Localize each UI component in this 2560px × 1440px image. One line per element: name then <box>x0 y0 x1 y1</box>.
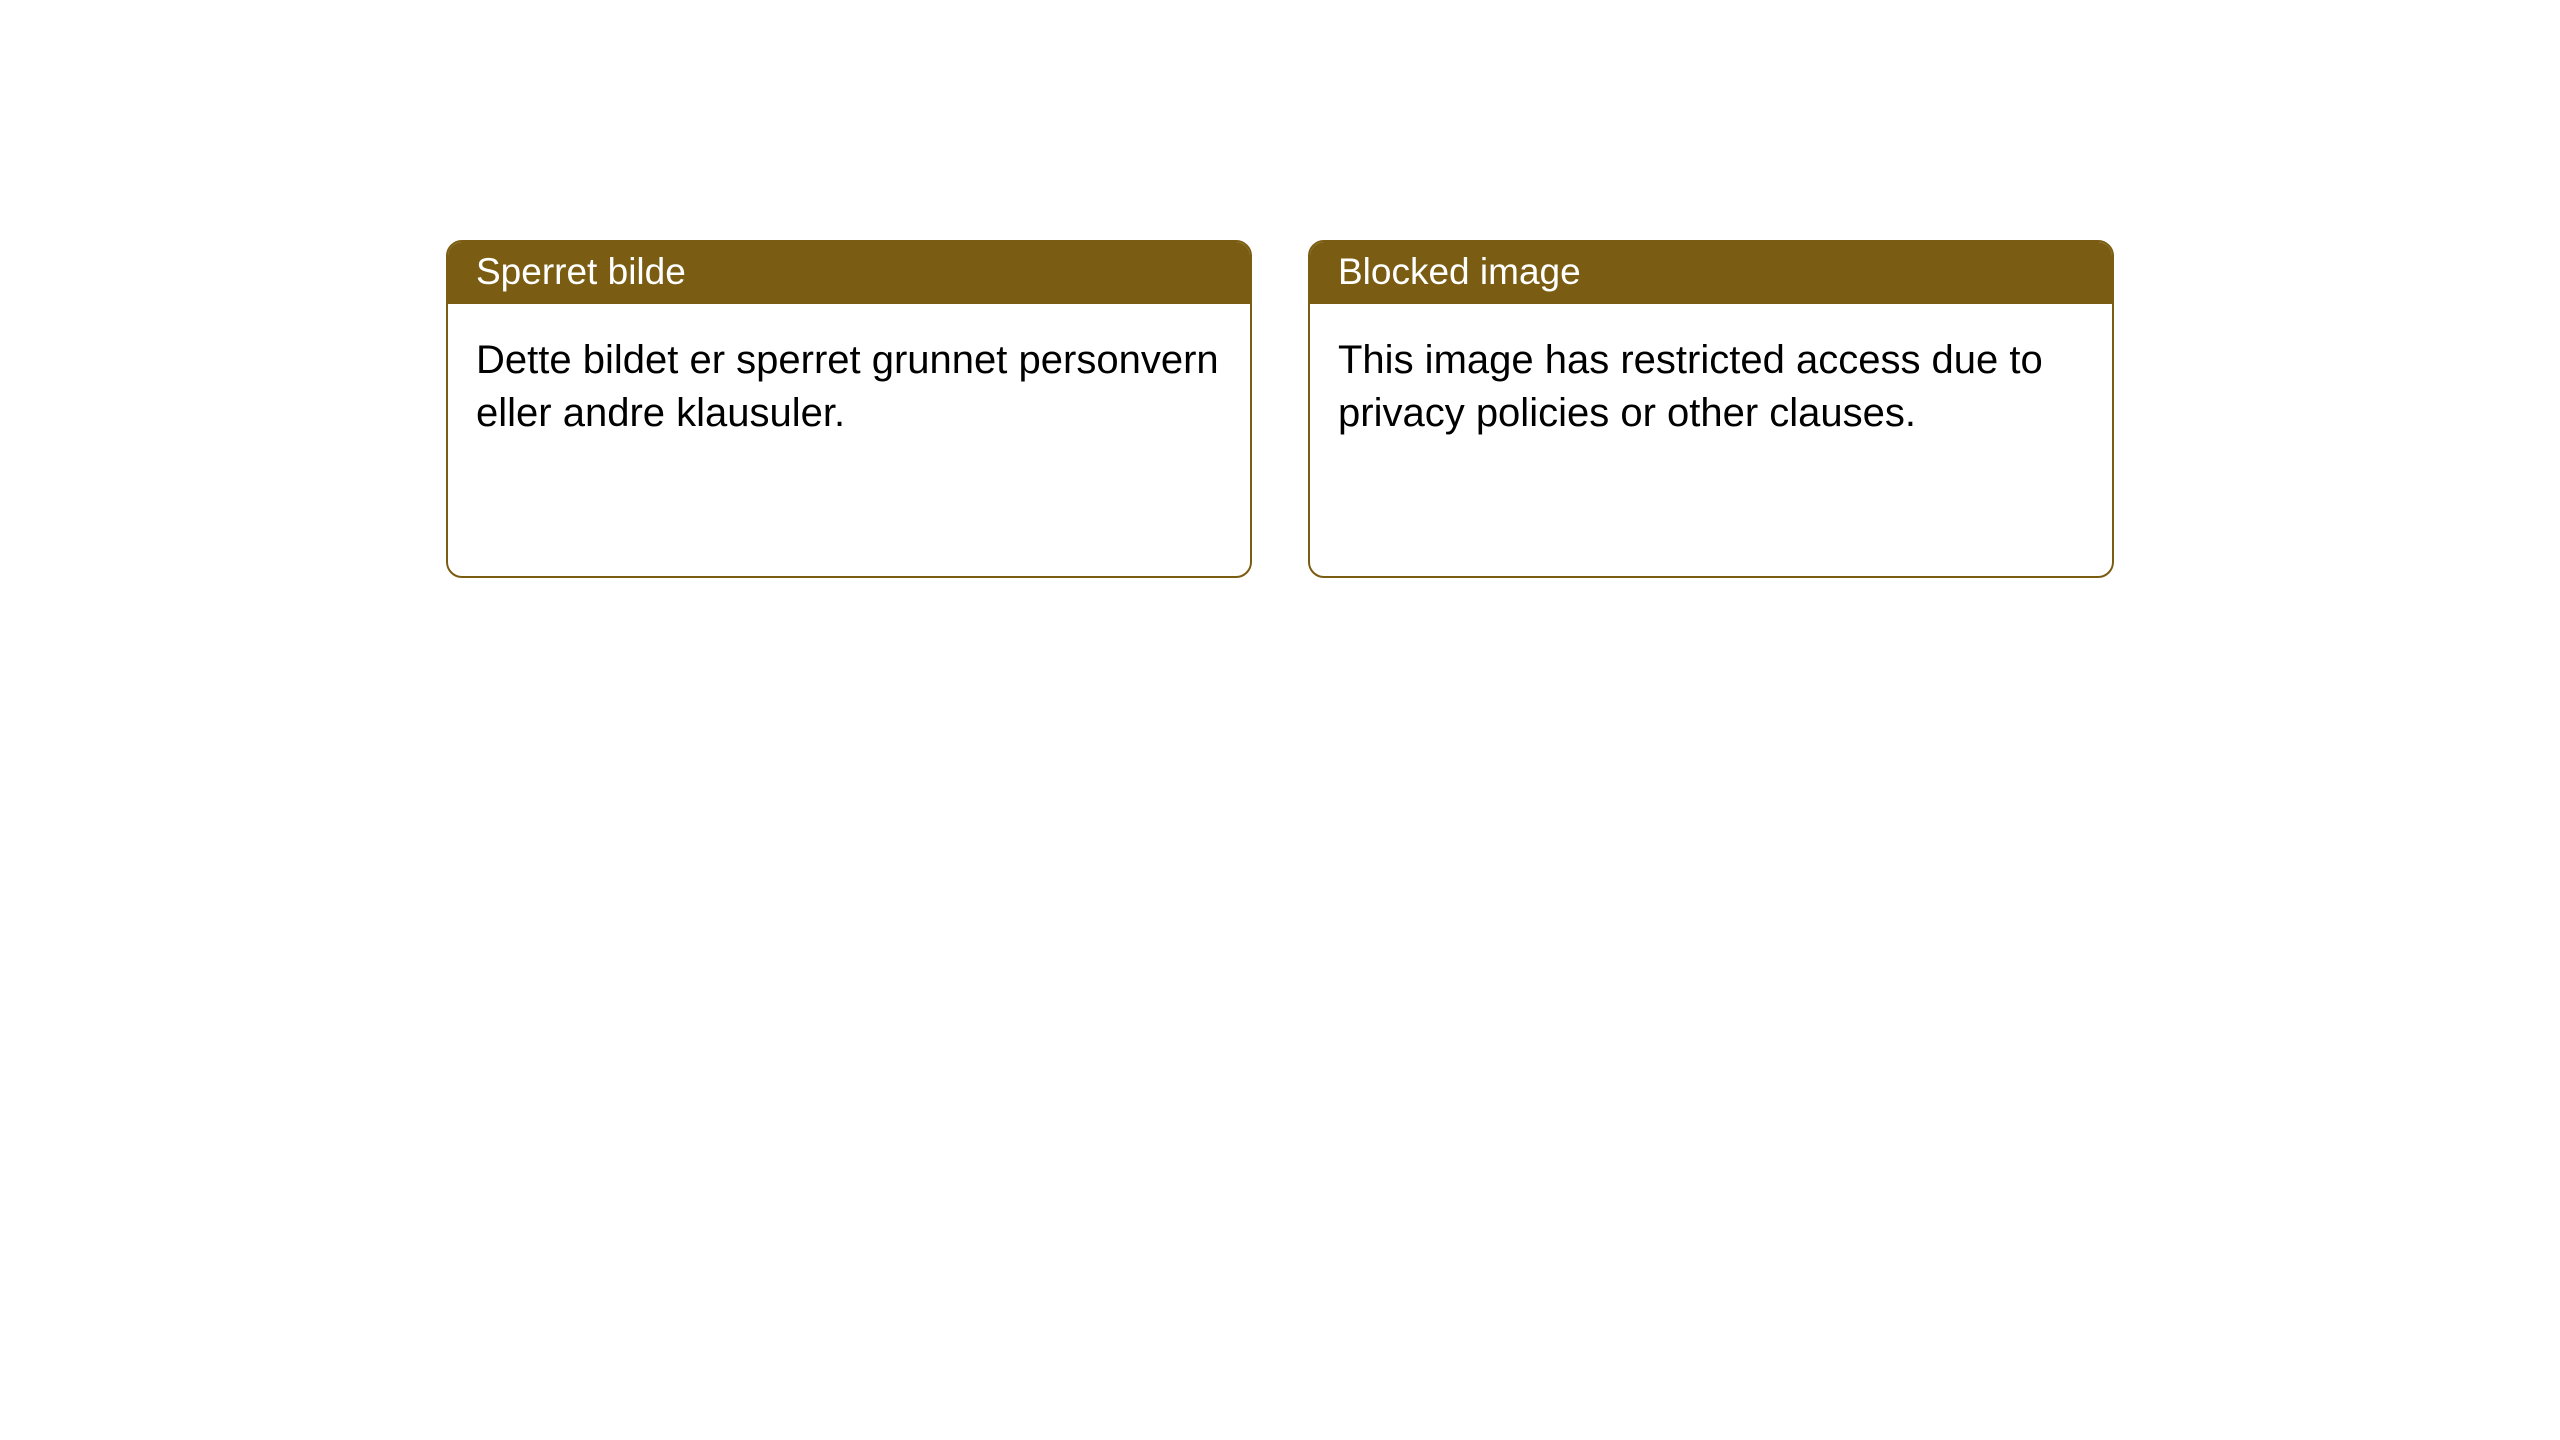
notice-container: Sperret bilde Dette bildet er sperret gr… <box>0 0 2560 578</box>
notice-card-english: Blocked image This image has restricted … <box>1308 240 2114 578</box>
notice-header-english: Blocked image <box>1310 242 2112 304</box>
notice-body-english: This image has restricted access due to … <box>1310 304 2112 470</box>
notice-card-norwegian: Sperret bilde Dette bildet er sperret gr… <box>446 240 1252 578</box>
notice-header-norwegian: Sperret bilde <box>448 242 1250 304</box>
notice-body-norwegian: Dette bildet er sperret grunnet personve… <box>448 304 1250 470</box>
